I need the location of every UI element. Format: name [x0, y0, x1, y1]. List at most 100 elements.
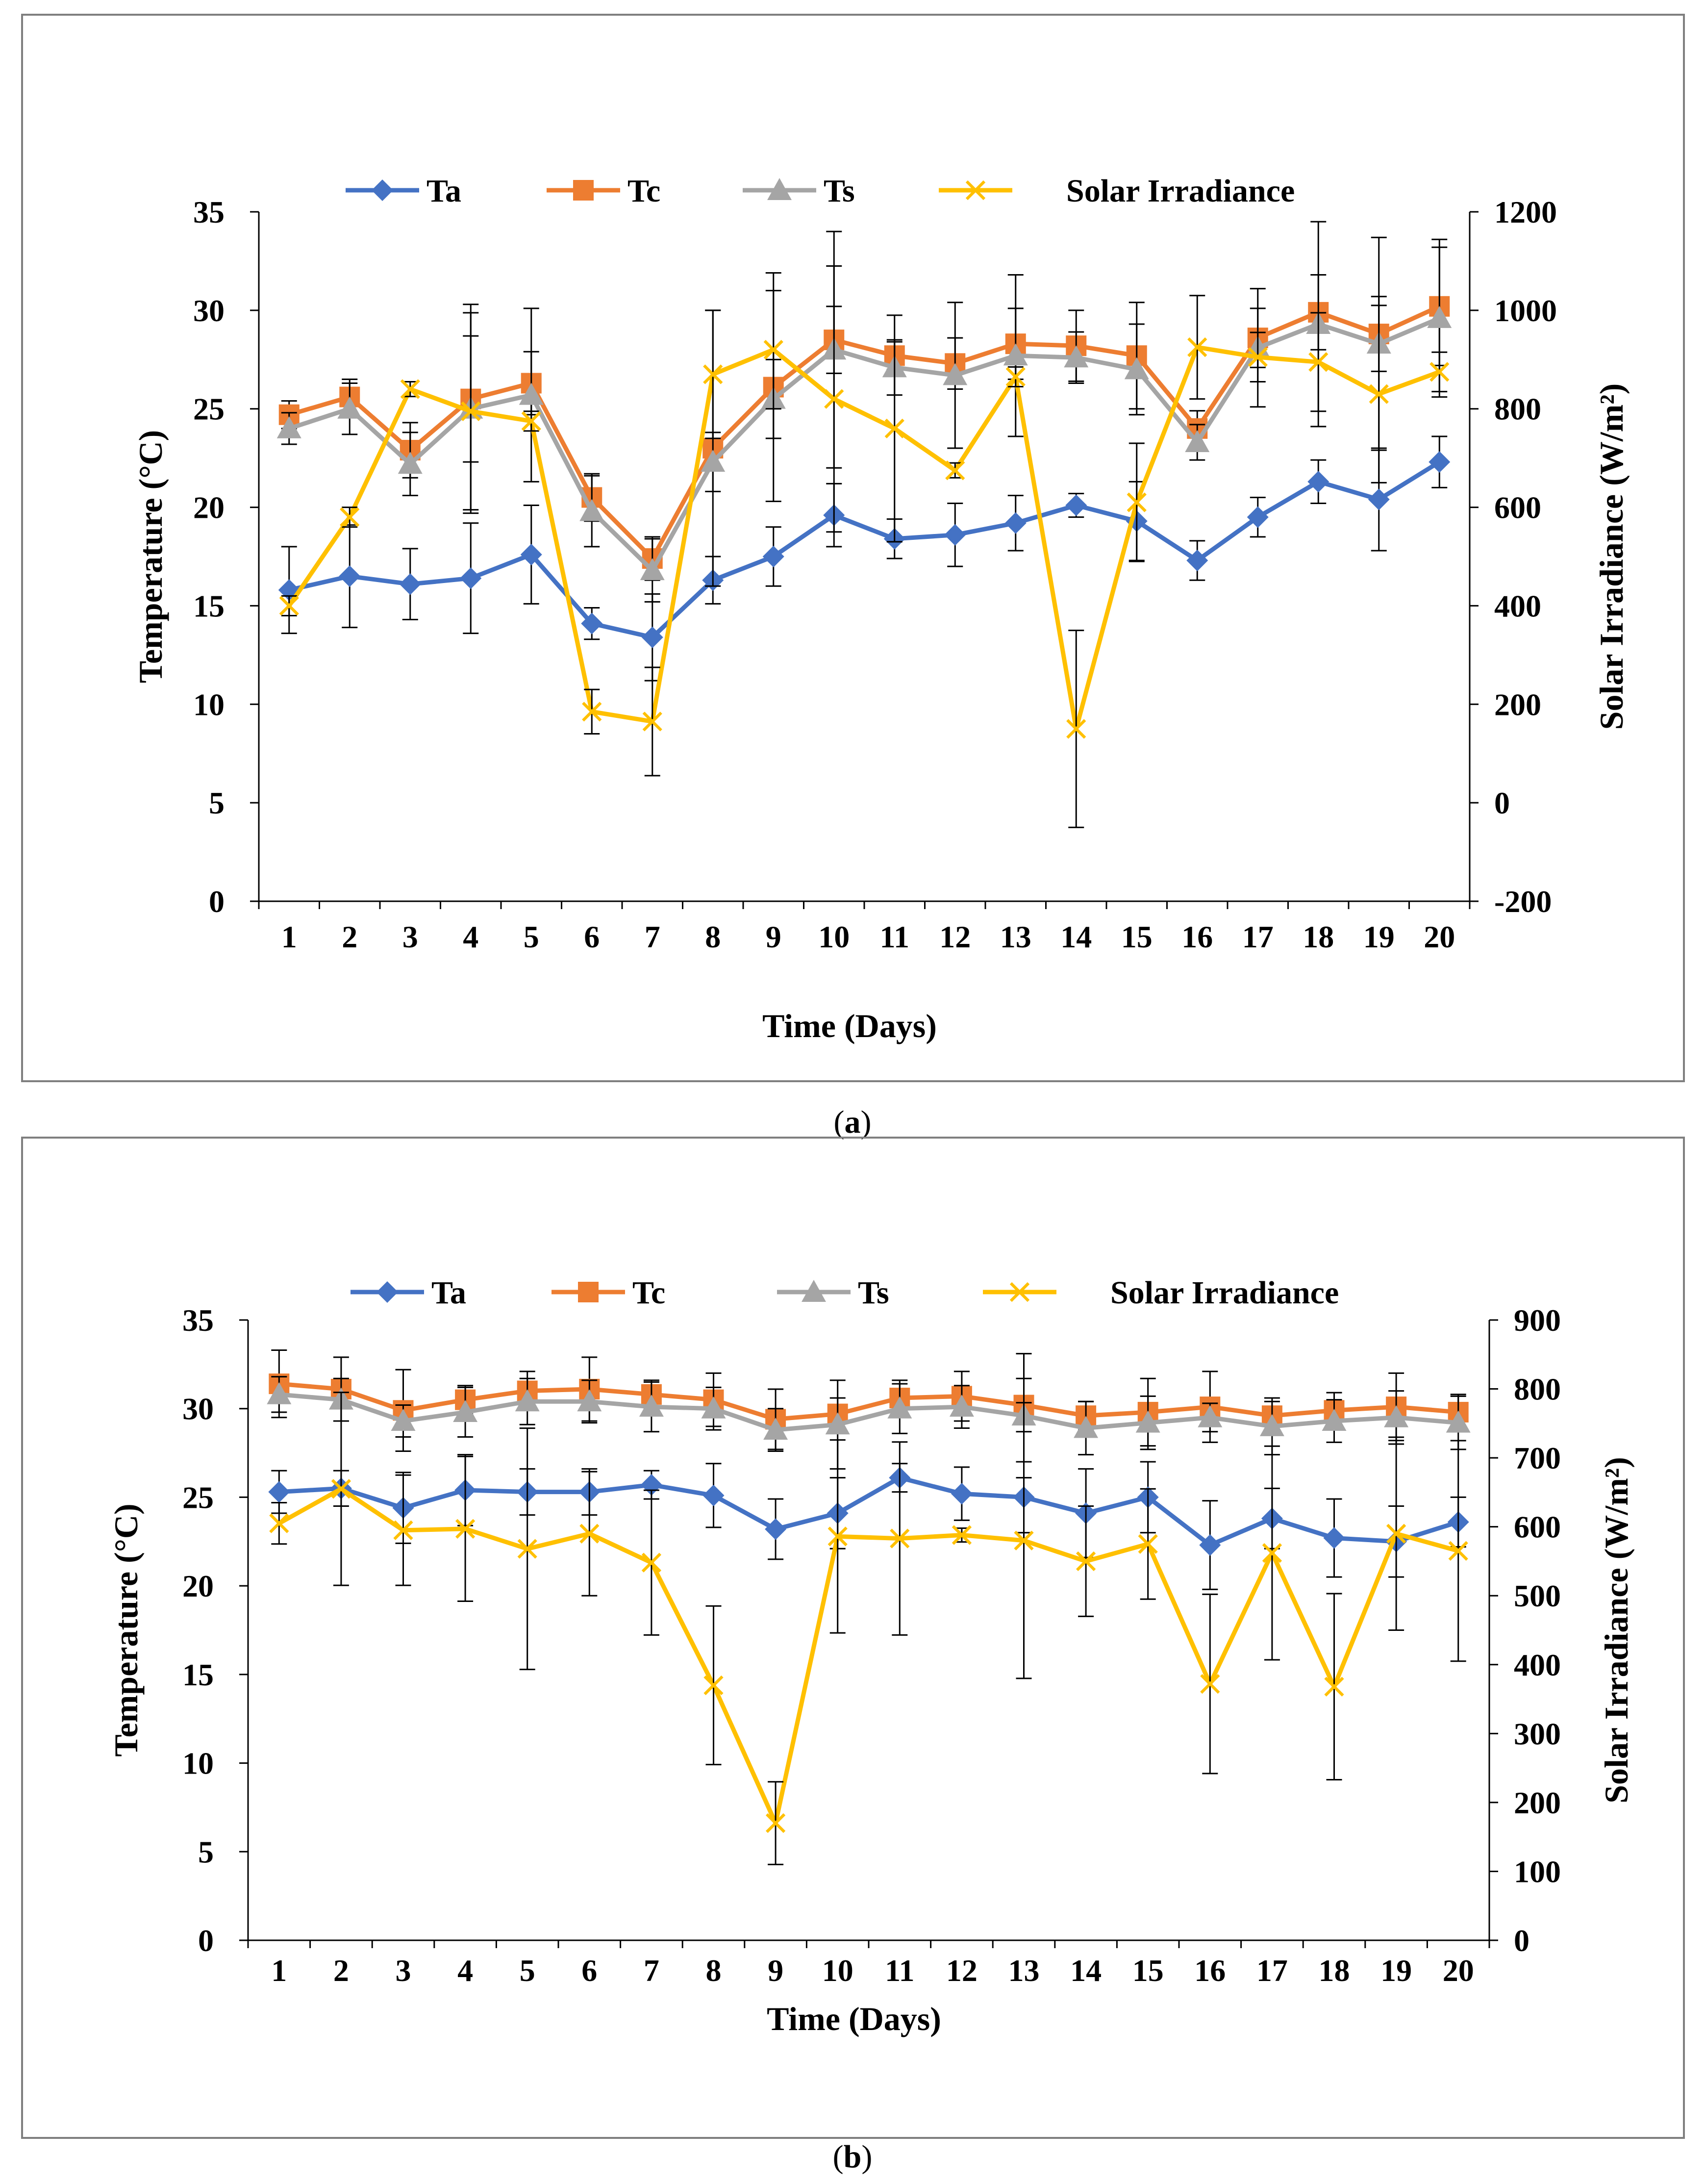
legend-label-ts: Ts — [824, 173, 855, 209]
y-axis-title-left: Temperature (°C) — [132, 430, 169, 683]
legend-marker-ts — [767, 178, 792, 200]
data-point-solar — [763, 340, 783, 360]
data-point-ta — [1323, 1527, 1345, 1549]
x-tick-label: 1 — [271, 1953, 287, 1988]
x-tick-label: 8 — [705, 919, 721, 954]
legend-label-ta: Ta — [426, 173, 461, 209]
data-point-ts — [1064, 345, 1089, 368]
data-point-solar — [1386, 1524, 1406, 1544]
series-ts-markers — [267, 1382, 1471, 1440]
legend-entry-ta: Ta — [351, 1275, 466, 1311]
data-point-ts — [1003, 343, 1028, 366]
x-tick-label: 17 — [1242, 919, 1274, 954]
data-point-ts — [337, 396, 362, 419]
data-point-solar — [331, 1479, 351, 1499]
data-point-solar — [1066, 719, 1086, 739]
data-point-ta — [641, 626, 663, 648]
data-point-solar-stroke-2 — [765, 1813, 786, 1833]
data-point-solar — [1138, 1534, 1158, 1554]
data-point-ta — [1199, 1534, 1221, 1556]
y-tick-label-right: 100 — [1514, 1854, 1561, 1889]
data-point-solar — [1448, 1541, 1468, 1561]
data-point-solar-stroke-2 — [890, 1528, 910, 1549]
x-tick-label: 14 — [1060, 919, 1092, 954]
x-tick-label: 20 — [1424, 919, 1455, 954]
x-tick-label: 13 — [1008, 1953, 1040, 1988]
series-solar-markers — [269, 1479, 1468, 1833]
series-ta-line — [288, 460, 1441, 640]
data-point-solar-stroke-2 — [331, 1479, 351, 1499]
data-point-solar-stroke-2 — [393, 1520, 413, 1540]
data-point-solar-stroke-2 — [703, 364, 723, 384]
legend-label-tc: Tc — [627, 173, 660, 209]
y-tick-label-left: 0 — [209, 884, 225, 919]
data-point-solar-stroke-2 — [945, 460, 965, 481]
data-point-solar — [824, 389, 844, 409]
axes: 0510152025303501002003004005006007008009… — [182, 1303, 1561, 1988]
data-point-solar-stroke-2 — [1448, 1541, 1468, 1561]
data-point-solar-stroke-2 — [824, 389, 844, 409]
chart-b-plot: 0510152025303501002003004005006007008009… — [107, 1275, 1635, 2037]
series-tc-line — [278, 1381, 1459, 1422]
data-point-ts — [453, 1399, 478, 1422]
x-tick-label: 11 — [880, 919, 909, 954]
y-tick-label-left: 25 — [182, 1480, 214, 1515]
data-point-solar-stroke-2 — [1005, 367, 1026, 387]
data-point-solar — [455, 1519, 476, 1539]
data-point-ta — [702, 1484, 725, 1506]
data-point-solar-stroke-2 — [1066, 719, 1086, 739]
data-point-solar-stroke-2 — [1324, 1676, 1344, 1697]
data-point-solar-stroke-2 — [1369, 384, 1389, 404]
data-point-solar-stroke-2 — [269, 1513, 289, 1533]
y-tick-label-left: 25 — [193, 392, 225, 427]
legend-entry-ta: Ta — [346, 173, 461, 209]
x-tick-label: 18 — [1319, 1953, 1350, 1988]
data-point-ta — [520, 543, 542, 565]
data-point-ts — [1185, 430, 1210, 453]
data-point-solar-stroke-2 — [521, 411, 541, 431]
data-point-solar — [1127, 492, 1147, 512]
data-point-ta — [944, 524, 966, 546]
data-point-ts — [763, 1418, 788, 1440]
y-tick-label-left: 35 — [182, 1303, 214, 1338]
data-point-solar — [890, 1528, 910, 1549]
caption-a-letter: a — [845, 1104, 861, 1140]
x-tick-label: 1 — [281, 919, 297, 954]
data-point-ts — [391, 1409, 416, 1431]
data-point-ta — [1307, 471, 1329, 493]
data-point-ts — [640, 558, 665, 581]
data-point-solar — [1076, 1551, 1096, 1572]
data-point-solar — [952, 1525, 972, 1545]
y-tick-label-right: 200 — [1494, 687, 1541, 722]
series-ts-line — [288, 316, 1441, 573]
y-tick-label-right: 800 — [1514, 1372, 1561, 1407]
data-point-ts — [1124, 357, 1149, 380]
y-tick-label-right: 400 — [1494, 588, 1541, 623]
chart-a-frame — [21, 14, 1685, 1082]
data-point-solar-stroke-2 — [1386, 1524, 1406, 1544]
data-point-ta — [268, 1481, 290, 1503]
data-point-solar — [579, 1524, 600, 1544]
data-point-ta — [765, 1518, 787, 1540]
y-axis-title-left: Temperature (°C) — [107, 1503, 145, 1756]
data-point-solar-stroke-2 — [1308, 352, 1329, 372]
legend-label-tc: Tc — [632, 1275, 665, 1311]
y-tick-label-left: 20 — [182, 1569, 214, 1603]
data-point-solar-stroke-2 — [579, 1524, 600, 1544]
chart-b-frame — [21, 1137, 1685, 2139]
data-point-ta — [1065, 494, 1087, 516]
legend-marker-ts — [802, 1280, 826, 1302]
legend-entry-ts: Ts — [743, 173, 855, 209]
x-tick-label: 10 — [822, 1953, 853, 1988]
data-point-ts — [949, 1395, 974, 1417]
data-point-ta — [1368, 488, 1390, 510]
series-ta — [278, 435, 1451, 682]
data-point-solar-stroke-2 — [952, 1525, 972, 1545]
data-point-solar — [517, 1539, 537, 1559]
data-point-ta — [1004, 512, 1027, 534]
legend-entry-tc: Tc — [547, 173, 660, 209]
x-tick-label: 3 — [396, 1953, 411, 1988]
x-tick-label: 12 — [939, 919, 971, 954]
data-point-ta — [581, 612, 603, 635]
